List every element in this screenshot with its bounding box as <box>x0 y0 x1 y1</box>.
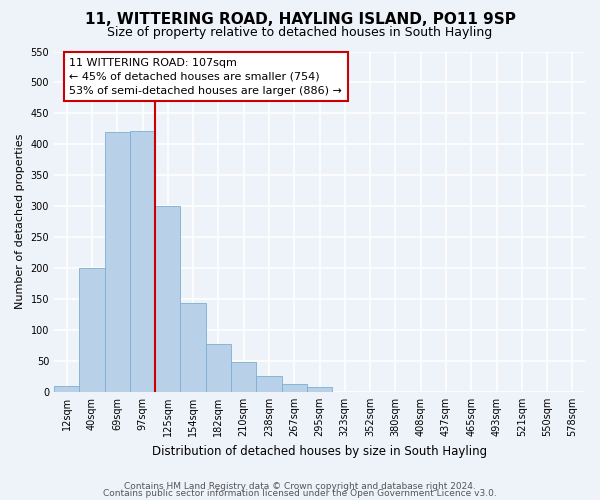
Bar <box>206 344 231 392</box>
Text: Contains HM Land Registry data © Crown copyright and database right 2024.: Contains HM Land Registry data © Crown c… <box>124 482 476 491</box>
Bar <box>231 362 256 392</box>
Text: 11, WITTERING ROAD, HAYLING ISLAND, PO11 9SP: 11, WITTERING ROAD, HAYLING ISLAND, PO11… <box>85 12 515 28</box>
Bar <box>281 384 307 392</box>
Bar <box>181 304 206 392</box>
Bar <box>307 387 332 392</box>
Text: Size of property relative to detached houses in South Hayling: Size of property relative to detached ho… <box>107 26 493 39</box>
Text: 11 WITTERING ROAD: 107sqm
← 45% of detached houses are smaller (754)
53% of semi: 11 WITTERING ROAD: 107sqm ← 45% of detac… <box>69 58 342 96</box>
Bar <box>155 206 181 392</box>
Bar <box>104 132 130 392</box>
Text: Contains public sector information licensed under the Open Government Licence v3: Contains public sector information licen… <box>103 489 497 498</box>
Bar <box>79 268 104 392</box>
X-axis label: Distribution of detached houses by size in South Hayling: Distribution of detached houses by size … <box>152 444 487 458</box>
Bar <box>130 130 155 392</box>
Bar <box>256 376 281 392</box>
Bar <box>54 386 79 392</box>
Y-axis label: Number of detached properties: Number of detached properties <box>15 134 25 310</box>
